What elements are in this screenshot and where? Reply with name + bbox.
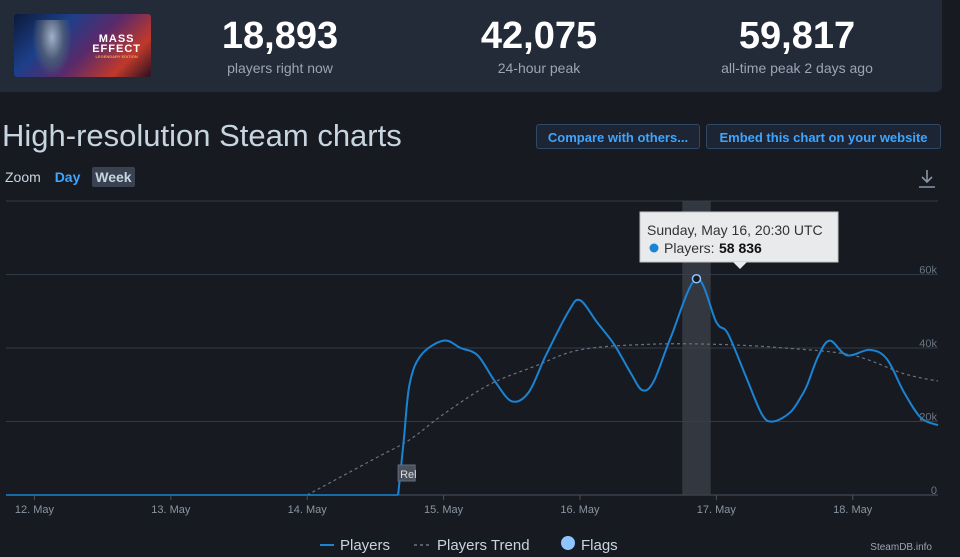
x-tick-label: 17. May: [697, 504, 737, 516]
zoom-week-button[interactable]: Week: [92, 167, 135, 187]
x-axis-ticks: 12. May 13. May 14. May 15. May 16. May 17. M…: [15, 495, 873, 516]
embed-button[interactable]: Embed this chart on your website: [706, 124, 941, 149]
game-logo-subtitle: EFFECT: [92, 43, 141, 55]
stat-all-time-peak: 59,817 all-time peak 2 days ago: [687, 14, 907, 76]
x-tick-label: 15. May: [424, 504, 464, 516]
chart-legend: Players Players Trend Flags: [320, 536, 618, 554]
stat-24h-peak: 42,075 24-hour peak: [429, 14, 649, 76]
x-tick-label: 14. May: [288, 504, 328, 516]
x-tick-label: 13. May: [151, 504, 191, 516]
release-flag[interactable]: [397, 464, 416, 482]
tooltip-series-label: Players:: [664, 240, 715, 256]
tooltip-value: 58 836: [719, 240, 762, 256]
zoom-controls: Zoom Day Week: [5, 167, 135, 187]
legend-players[interactable]: Players: [340, 537, 390, 554]
game-logo-edition: LEGENDARY EDITION: [95, 54, 138, 59]
legend-flags-swatch: [561, 536, 575, 550]
legend-players-trend[interactable]: Players Trend: [437, 537, 530, 554]
stat-value: 59,817: [738, 15, 856, 57]
x-tick-label: 18. May: [833, 504, 873, 516]
y-axis-ticks: 0 20k 40k 60k: [919, 265, 937, 498]
game-logo: MASS EFFECT LEGENDARY EDITION: [92, 34, 141, 60]
section-title: High-resolution Steam charts: [2, 118, 402, 153]
chart-flags: Rel: [397, 464, 417, 482]
game-art-figure: [32, 20, 72, 77]
download-icon[interactable]: [916, 168, 938, 190]
y-tick-label: 40k: [919, 338, 937, 350]
y-tick-label: 0: [931, 485, 937, 497]
zoom-label: Zoom: [5, 169, 41, 185]
stat-value: 18,893: [221, 15, 339, 57]
chart-series: [6, 274, 939, 496]
players-chart: Rel 0 20k 40k 60k 12. May 13. May 14. May 15. …: [6, 200, 939, 554]
compare-button[interactable]: Compare with others...: [536, 124, 700, 149]
chart-grid: [6, 200, 938, 496]
stat-current-players: 18,893 players right now: [170, 14, 390, 76]
tooltip-pointer: [733, 262, 747, 269]
stat-label: all-time peak 2 days ago: [721, 60, 873, 76]
hover-point[interactable]: [691, 274, 702, 284]
legend-flags[interactable]: Flags: [581, 537, 618, 554]
series-players: [397, 277, 939, 496]
stat-label: 24-hour peak: [497, 60, 581, 76]
y-tick-label: 20k: [919, 412, 937, 424]
tooltip-date: Sunday, May 16, 20:30 UTC: [647, 222, 823, 238]
steamdb-credit[interactable]: SteamDB.info: [870, 542, 932, 553]
y-tick-label: 60k: [919, 265, 937, 277]
game-logo-title: MASS: [98, 33, 135, 45]
stat-value: 42,075: [480, 15, 598, 57]
stat-label: players right now: [227, 60, 333, 76]
zoom-day-button[interactable]: Day: [54, 169, 81, 185]
tooltip-series-dot: [649, 243, 659, 253]
x-tick-label: 12. May: [15, 504, 55, 516]
game-thumbnail[interactable]: MASS EFFECT LEGENDARY EDITION: [14, 14, 151, 77]
stats-bar: MASS EFFECT LEGENDARY EDITION 18,893 pla…: [0, 0, 942, 92]
release-flag-label: Rel: [400, 469, 417, 481]
x-tick-label: 16. May: [560, 504, 600, 516]
chart-tooltip: Sunday, May 16, 20:30 UTC Players: 58 83…: [639, 211, 839, 269]
